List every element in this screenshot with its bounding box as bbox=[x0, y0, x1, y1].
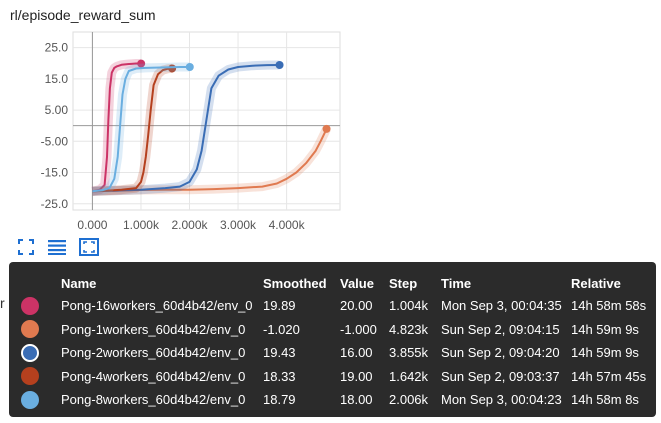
header-time: Time bbox=[441, 275, 472, 291]
tooltip-row: Pong-1workers_60d4b42/env_0 -1.020 -1.000 4… bbox=[21, 318, 652, 342]
tooltip-cell-smoothed: -1.020 bbox=[263, 321, 300, 337]
x-tick-label: 2.000k bbox=[171, 218, 208, 232]
swatch-cell bbox=[21, 294, 61, 318]
tooltip-cell-name: Pong-8workers_60d4b42/env_0 bbox=[61, 392, 246, 408]
tooltip-cell-name: Pong-4workers_60d4b42/env_0 bbox=[61, 368, 246, 384]
tooltip-cell-value: 20.00 bbox=[340, 298, 373, 314]
series-end-point bbox=[275, 61, 284, 70]
tooltip-cell-time: Mon Sep 3, 00:04:23 bbox=[441, 392, 562, 408]
tooltip-cell-step: 1.642k bbox=[389, 368, 429, 384]
tooltip-cell-relative: 14h 58m 58s bbox=[571, 298, 647, 314]
tooltip-cell-relative: 14h 59m 9s bbox=[571, 321, 639, 337]
y-tick-label: -25.0 bbox=[41, 197, 69, 211]
tooltip-cell-step: 4.823k bbox=[389, 321, 429, 337]
swatch-cell bbox=[21, 388, 61, 412]
tooltip-cell-value: 16.00 bbox=[340, 345, 373, 361]
tooltip-cell-time: Sun Sep 2, 09:04:15 bbox=[441, 321, 560, 337]
tooltip-cell-smoothed: 19.89 bbox=[263, 298, 296, 314]
series-color-swatch bbox=[21, 320, 39, 339]
tooltip-cell-value: 19.00 bbox=[340, 368, 373, 384]
series-tooltip: Name Smoothed Value Step Time Relative P… bbox=[9, 262, 656, 417]
list-icon[interactable] bbox=[46, 236, 68, 258]
tooltip-cell-smoothed: 18.33 bbox=[263, 368, 296, 384]
chart-title: rl/episode_reward_sum bbox=[10, 7, 156, 23]
header-relative: Relative bbox=[571, 275, 621, 291]
y-tick-label: -5.00 bbox=[41, 134, 69, 148]
fullscreen-icon[interactable] bbox=[15, 236, 37, 258]
swatch-cell bbox=[21, 341, 61, 365]
series-end-point bbox=[322, 124, 331, 133]
tooltip-row: Pong-16workers_60d4b42/env_0 19.89 20.00 1.… bbox=[21, 294, 652, 318]
y-tick-label: 15.0 bbox=[45, 72, 69, 86]
tooltip-cell-relative: 14h 57m 45s bbox=[571, 368, 647, 384]
tooltip-cell-name: Pong-2workers_60d4b42/env_0 bbox=[61, 345, 246, 361]
tooltip-cell-relative: 14h 59m 9s bbox=[571, 345, 639, 361]
swatch-cell bbox=[21, 318, 61, 342]
tooltip-cell-smoothed: 19.43 bbox=[263, 345, 296, 361]
tooltip-row: Pong-4workers_60d4b42/env_0 18.33 19.00 1.6… bbox=[21, 365, 652, 389]
chart-plot[interactable]: 25.0 15.0 5.00 -5.00 -15.0 -25.0 0.000 1.000k 2.… bbox=[0, 0, 661, 262]
tooltip-header-row: Name Smoothed Value Step Time Relative bbox=[21, 272, 652, 294]
tooltip-cell-time: Mon Sep 3, 00:04:35 bbox=[441, 298, 562, 314]
series-line bbox=[92, 67, 173, 193]
series-color-swatch bbox=[21, 296, 39, 315]
header-step: Step bbox=[389, 275, 418, 291]
tooltip-cell-step: 1.004k bbox=[389, 298, 429, 314]
tooltip-cell-time: Sun Sep 2, 09:03:37 bbox=[441, 368, 560, 384]
series-color-swatch bbox=[21, 367, 39, 386]
series-color-swatch bbox=[21, 390, 39, 409]
tooltip-table: Name Smoothed Value Step Time Relative P… bbox=[21, 272, 652, 412]
tooltip-cell-name: Pong-16workers_60d4b42/env_0 bbox=[61, 298, 253, 314]
y-tick-label: 25.0 bbox=[45, 41, 69, 55]
series-color-swatch bbox=[21, 343, 39, 362]
swatch-cell bbox=[21, 365, 61, 389]
fit-domain-icon[interactable] bbox=[78, 236, 100, 258]
series-line bbox=[92, 64, 280, 193]
series-line bbox=[92, 62, 142, 193]
series-line bbox=[92, 66, 190, 193]
tooltip-row: Pong-2workers_60d4b42/env_0 19.43 16.00 3.8… bbox=[21, 341, 652, 365]
truncated-label: r bbox=[0, 295, 5, 311]
series-end-point bbox=[185, 63, 194, 72]
tooltip-cell-time: Sun Sep 2, 09:04:20 bbox=[441, 345, 560, 361]
tooltip-row: Pong-8workers_60d4b42/env_0 18.79 18.00 2.0… bbox=[21, 388, 652, 412]
tooltip-cell-name: Pong-1workers_60d4b42/env_0 bbox=[61, 321, 246, 337]
tooltip-cell-value: -1.000 bbox=[340, 321, 377, 337]
header-swatch bbox=[21, 272, 61, 294]
x-tick-label: 1.000k bbox=[123, 218, 160, 232]
x-tick-label: 4.000k bbox=[269, 218, 306, 232]
tooltip-cell-step: 3.855k bbox=[389, 345, 429, 361]
x-tick-label: 3.000k bbox=[220, 218, 257, 232]
header-smoothed: Smoothed bbox=[263, 275, 327, 291]
header-value: Value bbox=[340, 275, 374, 291]
x-tick-label: 0.000 bbox=[77, 218, 107, 232]
y-tick-label: 5.00 bbox=[45, 103, 69, 117]
tooltip-cell-step: 2.006k bbox=[389, 392, 429, 408]
tooltip-cell-smoothed: 18.79 bbox=[263, 392, 296, 408]
header-name: Name bbox=[61, 275, 97, 291]
series-end-point bbox=[137, 59, 146, 68]
y-tick-label: -15.0 bbox=[41, 166, 69, 180]
tooltip-cell-relative: 14h 58m 8s bbox=[571, 392, 639, 408]
tooltip-cell-value: 18.00 bbox=[340, 392, 373, 408]
